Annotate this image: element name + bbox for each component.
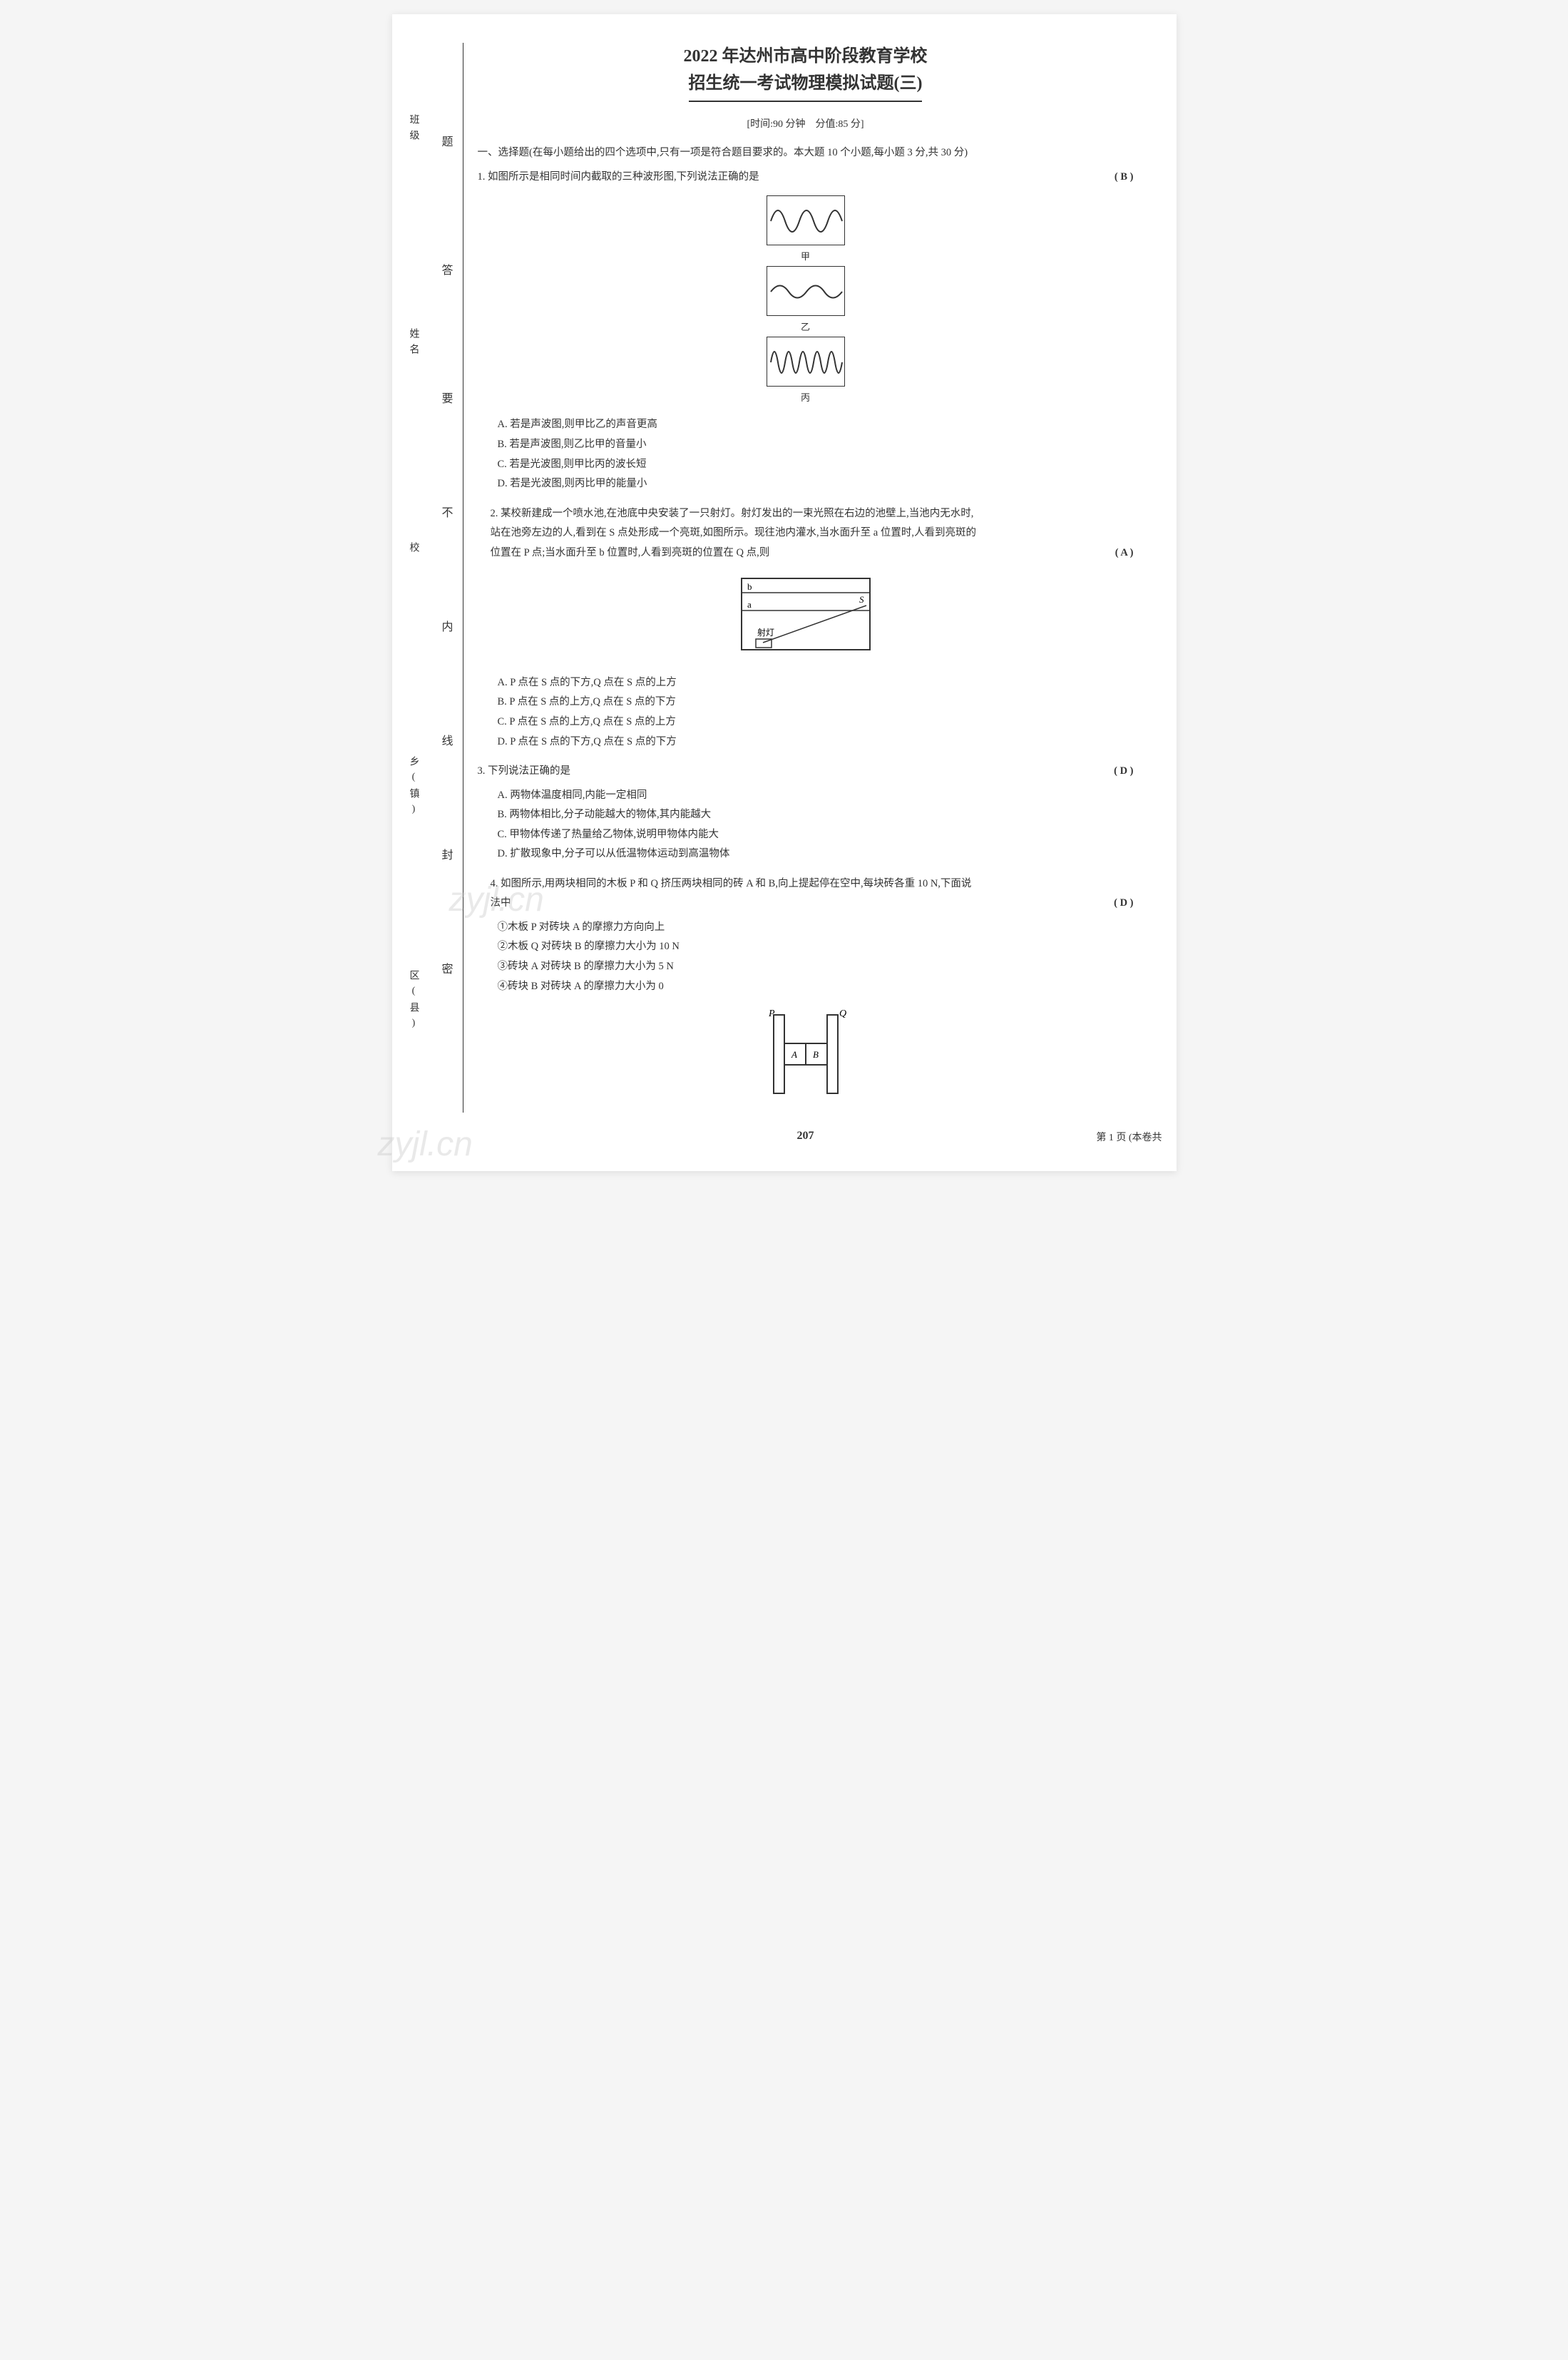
section1-instruction: 一、选择题(在每小题给出的四个选项中,只有一项是符合题目要求的。本大题 10 个…: [478, 143, 1134, 162]
page-number: 207: [797, 1130, 814, 1142]
q1-opt-d: D. 若是光波图,则丙比甲的能量小: [498, 474, 1134, 494]
q2-opt-d: D. P 点在 S 点的下方,Q 点在 S 点的下方: [498, 732, 1134, 752]
seal-char: 要: [442, 385, 454, 409]
question-2: 2. 某校新建成一个喷水池,在池底中央安装了一只射灯。射灯发出的一束光照在右边的…: [478, 504, 1134, 752]
binding-field-county: 区(县): [406, 970, 421, 1034]
q2-answer: ( A ): [1115, 543, 1134, 563]
wave-jia: [767, 195, 845, 245]
binding-field-school: 校: [406, 542, 421, 558]
q1-opt-b: B. 若是声波图,则乙比甲的音量小: [498, 435, 1134, 455]
wave-yi: [767, 266, 845, 316]
wave-bing: [767, 337, 845, 387]
q3-opt-a: A. 两物体温度相同,内能一定相同: [498, 786, 1134, 806]
seal-char: 线: [442, 727, 454, 752]
q2-label-a: a: [747, 599, 752, 610]
q2-text-p2: 站在池旁左边的人,看到在 S 点处形成一个亮斑,如图所示。现往池内灌水,当水面升…: [478, 523, 1134, 543]
q3-answer: ( D ): [1114, 762, 1133, 782]
q2-opt-c: C. P 点在 S 点的上方,Q 点在 S 点的上方: [498, 712, 1134, 732]
q3-opt-d: D. 扩散现象中,分子可以从低温物体运动到高温物体: [498, 844, 1134, 864]
q1-options: A. 若是声波图,则甲比乙的声音更高 B. 若是声波图,则乙比甲的音量小 C. …: [498, 415, 1134, 494]
q3-opt-c: C. 甲物体传递了热量给乙物体,说明甲物体内能大: [498, 825, 1134, 845]
q3-options: A. 两物体温度相同,内能一定相同 B. 两物体相比,分子动能越大的物体,其内能…: [498, 786, 1134, 864]
svg-text:B: B: [813, 1049, 819, 1060]
title-line1: 2022 年达州市高中阶段教育学校: [478, 43, 1134, 70]
wave-label-jia: 甲: [478, 248, 1134, 266]
q4-opt-4: ④砖块 B 对砖块 A 的摩擦力大小为 0: [498, 977, 1134, 997]
q1-opt-a: A. 若是声波图,则甲比乙的声音更高: [498, 415, 1134, 435]
seal-char: 封: [442, 842, 454, 866]
q4-figure: P Q A B: [478, 1008, 1134, 1108]
q1-figure-row: 甲 乙 丙: [478, 195, 1134, 407]
question-4: zyjl.cn 4. 如图所示,用两块相同的木板 P 和 Q 挤压两块相同的砖 …: [478, 874, 1134, 1108]
q1-answer: ( B ): [1114, 168, 1134, 188]
q2-label-lamp: 射灯: [757, 627, 774, 638]
seal-char: 密: [442, 956, 454, 980]
q2-opt-b: B. P 点在 S 点的上方,Q 点在 S 点的下方: [498, 693, 1134, 712]
seal-line: 题 答 要 不 内 线 封 密: [442, 100, 456, 1098]
svg-text:P: P: [768, 1008, 775, 1019]
binding-field-name: 姓名: [406, 328, 421, 359]
q3-text: 3. 下列说法正确的是: [478, 762, 1100, 782]
question-1: 1. 如图所示是相同时间内截取的三种波形图,下列说法正确的是 ( B ) 甲 乙: [478, 168, 1134, 494]
exam-page: 班级 姓名 校 乡(镇) 区(县) 题 答 要 不 内 线 封 密 2022 年…: [392, 14, 1177, 1171]
svg-text:A: A: [791, 1049, 797, 1060]
binding-field-class: 班级: [406, 114, 421, 145]
svg-text:Q: Q: [839, 1008, 846, 1019]
q3-opt-b: B. 两物体相比,分子动能越大的物体,其内能越大: [498, 805, 1134, 825]
q2-options: A. P 点在 S 点的下方,Q 点在 S 点的上方 B. P 点在 S 点的上…: [498, 673, 1134, 752]
q2-label-s: S: [859, 594, 864, 605]
binding-margin: 班级 姓名 校 乡(镇) 区(县) 题 答 要 不 内 线 封 密: [406, 43, 463, 1113]
q1-text: 1. 如图所示是相同时间内截取的三种波形图,下列说法正确的是: [478, 168, 1100, 188]
binding-field-town: 乡(镇): [406, 756, 421, 820]
title-block: 2022 年达州市高中阶段教育学校 招生统一考试物理模拟试题(三): [478, 43, 1134, 102]
q4-text-p1: 4. 如图所示,用两块相同的木板 P 和 Q 挤压两块相同的砖 A 和 B,向上…: [478, 874, 1134, 894]
seal-char: 不: [442, 499, 454, 523]
title-line2: 招生统一考试物理模拟试题(三): [689, 70, 923, 101]
seal-char: 答: [442, 257, 454, 281]
q2-text-p1: 2. 某校新建成一个喷水池,在池底中央安装了一只射灯。射灯发出的一束光照在右边的…: [478, 504, 1134, 524]
wave-label-bing: 丙: [478, 389, 1134, 407]
q2-figure: b a S 射灯: [478, 571, 1134, 665]
footer-right: 第 1 页 (本卷共: [1096, 1130, 1162, 1144]
q2-label-b: b: [747, 581, 752, 592]
q4-opt-1: ①木板 P 对砖块 A 的摩擦力方向向上: [498, 918, 1134, 938]
seal-char: 题: [442, 128, 454, 153]
watermark-bottom: zyjl.cn: [378, 1125, 473, 1164]
q2-opt-a: A. P 点在 S 点的下方,Q 点在 S 点的上方: [498, 673, 1134, 693]
q1-opt-c: C. 若是光波图,则甲比丙的波长短: [498, 455, 1134, 475]
question-3: 3. 下列说法正确的是 ( D ) A. 两物体温度相同,内能一定相同 B. 两…: [478, 762, 1134, 864]
q4-opt-2: ②木板 Q 对砖块 B 的摩擦力大小为 10 N: [498, 937, 1134, 957]
page-footer: 207 第 1 页 (本卷共: [478, 1130, 1134, 1143]
seal-char: 内: [442, 613, 454, 638]
exam-info: [时间:90 分钟 分值:85 分]: [478, 116, 1134, 131]
q4-text-p2: 法中: [491, 894, 1100, 914]
q4-opt-3: ③砖块 A 对砖块 B 的摩擦力大小为 5 N: [498, 957, 1134, 977]
q2-text-p3: 位置在 P 点;当水面升至 b 位置时,人看到亮斑的位置在 Q 点,则: [491, 543, 1101, 563]
wave-label-yi: 乙: [478, 319, 1134, 337]
q4-options: ①木板 P 对砖块 A 的摩擦力方向向上 ②木板 Q 对砖块 B 的摩擦力大小为…: [498, 918, 1134, 996]
q4-answer: ( D ): [1114, 894, 1133, 914]
